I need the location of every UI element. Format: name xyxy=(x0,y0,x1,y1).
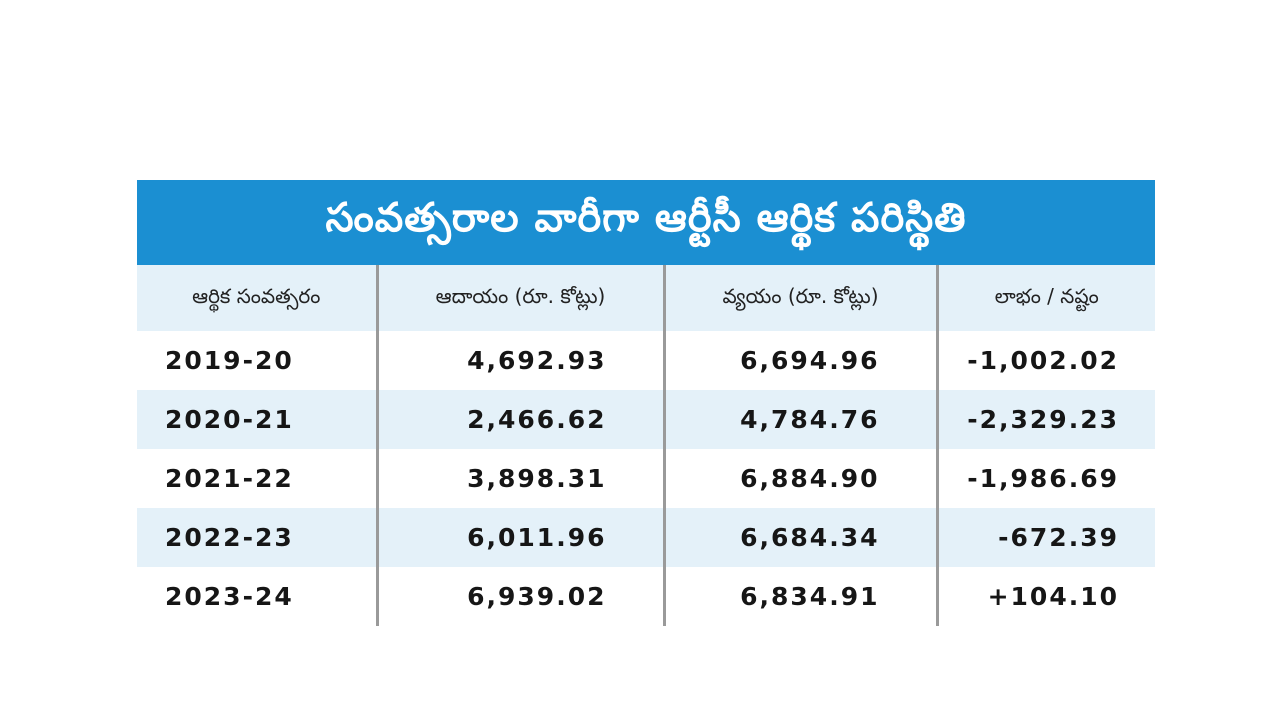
cell-expenditure: 6,694.96 xyxy=(662,331,937,390)
column-header-year: ఆర్థిక సంవత్సరం xyxy=(137,265,377,331)
cell-year: 2022-23 xyxy=(137,508,377,567)
cell-year: 2020-21 xyxy=(137,390,377,449)
cell-profit-loss: -1,986.69 xyxy=(935,449,1155,508)
cell-expenditure: 4,784.76 xyxy=(662,390,937,449)
cell-expenditure: 6,834.91 xyxy=(662,567,937,626)
table-row: 2023-24 6,939.02 6,834.91 +104.10 xyxy=(137,567,1155,626)
finance-table-graphic: సంవత్సరాల వారీగా ఆర్టీసీ ఆర్థిక పరిస్థిత… xyxy=(137,180,1155,626)
table-row: 2021-22 3,898.31 6,884.90 -1,986.69 xyxy=(137,449,1155,508)
table-row: 2020-21 2,466.62 4,784.76 -2,329.23 xyxy=(137,390,1155,449)
cell-profit-loss: -2,329.23 xyxy=(935,390,1155,449)
table-row: 2019-20 4,692.93 6,694.96 -1,002.02 xyxy=(137,331,1155,390)
finance-table: ఆర్థిక సంవత్సరం ఆదాయం (రూ. కోట్లు) వ్యయం… xyxy=(137,265,1155,626)
header-row: ఆర్థిక సంవత్సరం ఆదాయం (రూ. కోట్లు) వ్యయం… xyxy=(137,265,1155,331)
cell-profit-loss: -672.39 xyxy=(935,508,1155,567)
column-header-income: ఆదాయం (రూ. కోట్లు) xyxy=(375,265,664,331)
column-header-expenditure: వ్యయం (రూ. కోట్లు) xyxy=(662,265,937,331)
cell-profit-loss: -1,002.02 xyxy=(935,331,1155,390)
cell-year: 2019-20 xyxy=(137,331,377,390)
table-row: 2022-23 6,011.96 6,684.34 -672.39 xyxy=(137,508,1155,567)
cell-income: 2,466.62 xyxy=(375,390,664,449)
cell-income: 6,011.96 xyxy=(375,508,664,567)
cell-expenditure: 6,684.34 xyxy=(662,508,937,567)
table-title: సంవత్సరాల వారీగా ఆర్టీసీ ఆర్థిక పరిస్థిత… xyxy=(137,180,1155,265)
column-header-profit-loss: లాభం / నష్టం xyxy=(935,265,1155,331)
cell-income: 3,898.31 xyxy=(375,449,664,508)
cell-income: 4,692.93 xyxy=(375,331,664,390)
cell-expenditure: 6,884.90 xyxy=(662,449,937,508)
cell-year: 2023-24 xyxy=(137,567,377,626)
cell-profit-loss: +104.10 xyxy=(935,567,1155,626)
cell-income: 6,939.02 xyxy=(375,567,664,626)
cell-year: 2021-22 xyxy=(137,449,377,508)
